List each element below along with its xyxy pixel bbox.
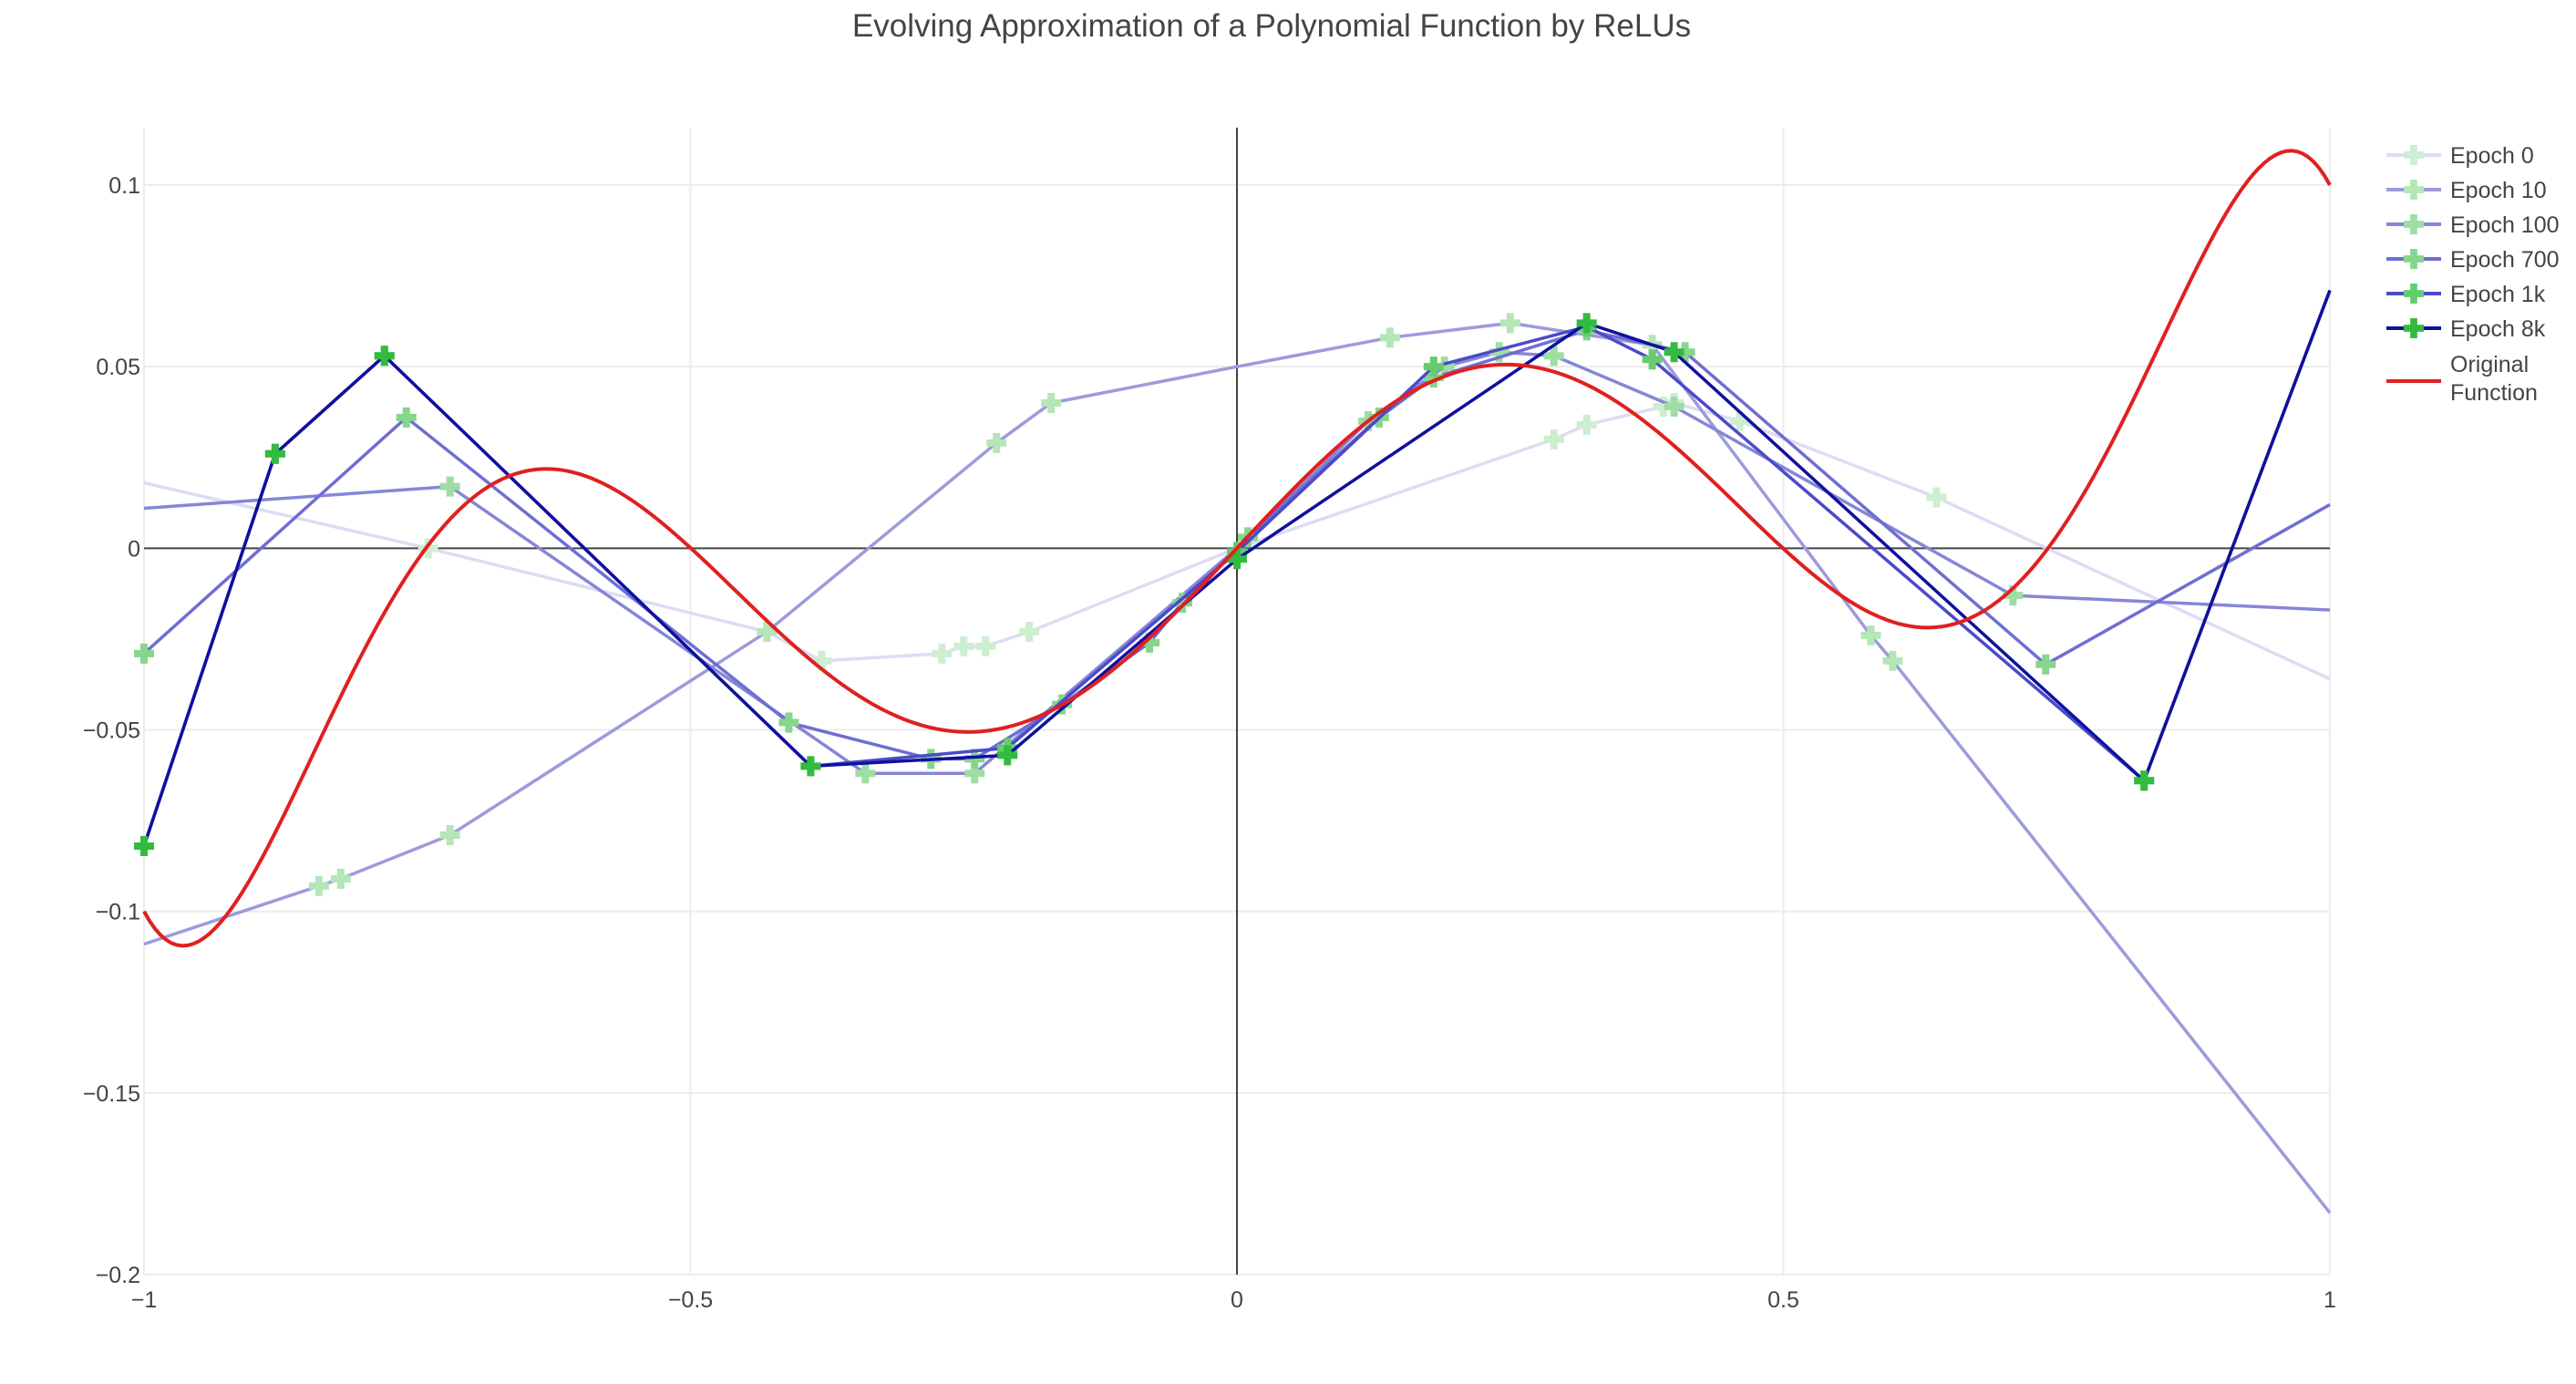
data-point-marker bbox=[134, 835, 154, 856]
data-point-marker bbox=[997, 745, 1018, 766]
legend-item[interactable]: Epoch 700 bbox=[2386, 247, 2560, 273]
legend-label: Function bbox=[2450, 380, 2538, 406]
legend-label: Original bbox=[2450, 352, 2529, 377]
data-point-marker bbox=[1882, 650, 1903, 671]
x-tick-label: −1 bbox=[131, 1287, 158, 1313]
data-point-marker bbox=[1860, 625, 1881, 646]
y-tick-label: −0.05 bbox=[83, 718, 140, 744]
x-tick-label: −0.5 bbox=[668, 1287, 713, 1313]
data-point-marker bbox=[1489, 342, 1510, 363]
legend-swatch-marker bbox=[2404, 249, 2424, 269]
y-tick-label: 0.05 bbox=[96, 355, 140, 380]
y-tick-label: 0 bbox=[128, 536, 140, 562]
legend-label: Epoch 100 bbox=[2450, 212, 2560, 238]
legend-item[interactable]: Epoch 8k bbox=[2386, 316, 2546, 342]
original-function-line bbox=[142, 149, 2332, 948]
data-point-marker bbox=[1434, 356, 1455, 377]
legend-item[interactable]: Epoch 0 bbox=[2386, 143, 2534, 169]
data-point-marker bbox=[1729, 410, 1750, 431]
data-point-marker bbox=[2035, 654, 2056, 675]
data-point-marker bbox=[855, 763, 876, 784]
legend-swatch-marker bbox=[2404, 284, 2424, 304]
data-point-marker bbox=[975, 635, 996, 656]
data-point-marker bbox=[811, 650, 832, 671]
data-point-marker bbox=[1576, 414, 1597, 435]
y-tick-label: 0.1 bbox=[108, 173, 140, 199]
data-point-marker bbox=[1379, 327, 1400, 348]
data-point-marker bbox=[2134, 770, 2155, 791]
data-point-marker bbox=[1172, 593, 1193, 614]
data-point-marker bbox=[1499, 313, 1520, 334]
data-point-marker bbox=[1423, 367, 1444, 388]
data-point-marker bbox=[1543, 429, 1564, 449]
legend[interactable]: Epoch 0 Epoch 10 Epoch 100 Epoch 700 Epoch 1… bbox=[2386, 143, 2560, 406]
data-point-marker bbox=[778, 712, 799, 733]
data-point-marker bbox=[800, 756, 821, 777]
series-epoch-8k bbox=[134, 289, 2332, 856]
legend-label: Epoch 700 bbox=[2450, 247, 2560, 273]
legend-swatch-marker bbox=[2404, 318, 2424, 338]
data-point-marker bbox=[1019, 621, 1040, 642]
y-tick-label: −0.2 bbox=[96, 1263, 140, 1288]
legend-label: Epoch 10 bbox=[2450, 178, 2547, 203]
legend-label: Epoch 1k bbox=[2450, 282, 2546, 307]
series-line bbox=[143, 321, 2332, 1214]
data-point-marker bbox=[1664, 396, 1685, 417]
data-point-marker bbox=[1674, 342, 1695, 363]
data-point-marker bbox=[439, 825, 460, 846]
data-point-marker bbox=[1423, 356, 1444, 377]
data-point-marker bbox=[1041, 393, 1062, 413]
data-point-marker bbox=[932, 643, 953, 664]
data-point-marker bbox=[964, 763, 985, 784]
series-epoch-1k bbox=[134, 289, 2332, 856]
legend-item[interactable]: Epoch 100 bbox=[2386, 212, 2560, 238]
data-point-marker bbox=[134, 643, 154, 664]
data-point-marker bbox=[1664, 342, 1685, 363]
legend-swatch-marker bbox=[2404, 214, 2424, 234]
legend-label: Epoch 8k bbox=[2450, 316, 2546, 342]
data-point-marker bbox=[1926, 487, 1947, 508]
legend-item[interactable]: Epoch 1k bbox=[2386, 282, 2546, 307]
y-tick-label: −0.15 bbox=[83, 1081, 140, 1107]
series-layer bbox=[134, 149, 2332, 1214]
data-point-marker bbox=[757, 621, 778, 642]
data-point-marker bbox=[986, 432, 1007, 453]
legend-label: Epoch 0 bbox=[2450, 143, 2534, 169]
y-tick-label: −0.1 bbox=[96, 900, 140, 925]
data-point-marker bbox=[264, 443, 285, 464]
legend-item[interactable]: Epoch 10 bbox=[2386, 178, 2547, 203]
data-point-marker bbox=[1653, 396, 1674, 417]
data-point-marker bbox=[1642, 349, 1663, 370]
data-point-marker bbox=[374, 346, 395, 367]
x-tick-label: 0.5 bbox=[1767, 1287, 1799, 1313]
x-tick-label: 0 bbox=[1231, 1287, 1243, 1313]
data-point-marker bbox=[1139, 632, 1160, 653]
data-point-marker bbox=[1543, 346, 1564, 367]
legend-swatch-marker bbox=[2404, 180, 2424, 200]
data-point-marker bbox=[953, 635, 974, 656]
data-point-marker bbox=[1227, 549, 1247, 570]
data-point-marker bbox=[330, 868, 351, 889]
data-point-marker bbox=[439, 476, 460, 497]
chart-title: Evolving Approximation of a Polynomial F… bbox=[852, 8, 1691, 44]
data-point-marker bbox=[308, 875, 329, 896]
series-line bbox=[142, 289, 2332, 847]
x-tick-label: 1 bbox=[2324, 1287, 2336, 1313]
legend-swatch-marker bbox=[2404, 145, 2424, 165]
data-point-marker bbox=[964, 749, 985, 769]
tick-layer: −1 −0.5 0 0.5 1 −0.2 −0.15 −0.1 −0.05 0 0.05 0.1 bbox=[83, 173, 2336, 1313]
data-point-marker bbox=[2003, 585, 2024, 606]
legend-item-original-function[interactable]: Original Function bbox=[2386, 352, 2538, 406]
axis-layer bbox=[144, 128, 2330, 1275]
series-epoch-700 bbox=[134, 320, 2331, 769]
data-point-marker bbox=[396, 407, 417, 428]
data-point-marker bbox=[1576, 313, 1597, 334]
